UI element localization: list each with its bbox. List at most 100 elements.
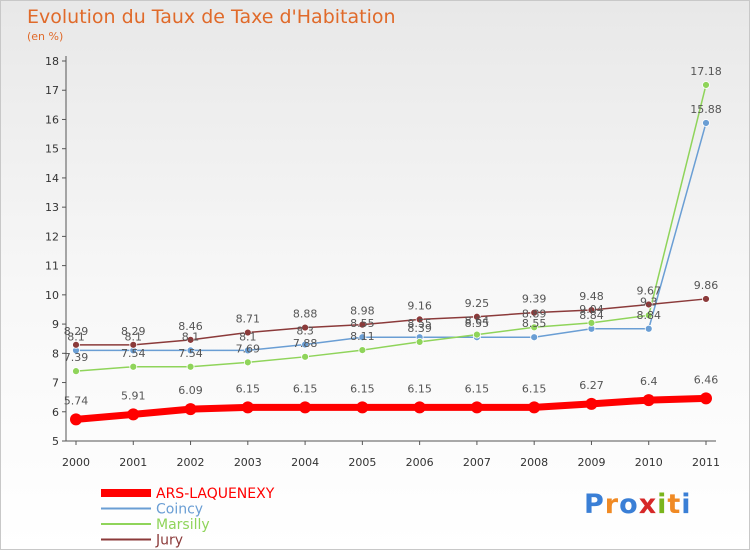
series-line-coincy [75, 122, 707, 352]
data-label: 7.69 [236, 342, 261, 355]
data-label: 8.29 [64, 325, 89, 338]
data-point [470, 401, 483, 414]
data-point [415, 315, 424, 324]
data-point [299, 401, 312, 414]
x-tick-label: 2010 [635, 456, 663, 469]
data-label: 7.54 [121, 347, 146, 360]
data-point [415, 338, 424, 346]
x-tick-label: 2002 [177, 456, 205, 469]
data-label: 8.46 [178, 320, 203, 333]
data-point [585, 397, 598, 410]
data-point [358, 333, 367, 342]
y-tick-label: 13 [45, 201, 59, 214]
data-label: 9.3 [640, 295, 658, 308]
data-label: 7.39 [64, 351, 89, 364]
x-tick-label: 2000 [62, 456, 90, 469]
data-point [700, 392, 712, 405]
data-point [644, 300, 653, 309]
data-label: 6.09 [178, 384, 203, 397]
x-tick-label: 2007 [463, 456, 491, 469]
data-point [530, 333, 539, 342]
data-point [528, 401, 541, 414]
data-label: 8.98 [350, 305, 375, 318]
data-label: 8.11 [350, 330, 375, 343]
data-label: 17.18 [690, 65, 722, 78]
data-point [184, 403, 197, 416]
x-tick-label: 2001 [119, 456, 147, 469]
y-tick-label: 10 [45, 289, 59, 302]
data-label: 8.84 [636, 309, 661, 322]
series-line-marsilly [75, 84, 707, 372]
data-label: 8.1 [67, 330, 85, 343]
y-tick-label: 17 [45, 84, 59, 97]
data-label: 8.88 [293, 308, 318, 321]
chart-title: Evolution du Taux de Taxe d'Habitation [27, 6, 396, 28]
data-point [358, 320, 367, 329]
y-tick-label: 18 [45, 55, 59, 68]
data-point [356, 401, 369, 414]
data-label: 6.15 [236, 382, 261, 395]
data-point [243, 328, 252, 337]
data-label: 6.15 [522, 382, 547, 395]
data-label: 8.1 [125, 330, 143, 343]
legend-label: ARS-LAQUENEXY [156, 486, 275, 502]
data-point [72, 367, 80, 376]
data-label: 6.15 [465, 382, 490, 395]
logo-letter: i [681, 489, 692, 520]
y-tick-label: 9 [52, 318, 59, 331]
data-label: 6.27 [579, 379, 604, 392]
data-point [243, 358, 252, 367]
x-tick-label: 2008 [520, 456, 548, 469]
y-tick-label: 8 [52, 347, 59, 360]
data-label: 6.15 [407, 382, 432, 395]
data-label: 9.67 [636, 284, 661, 297]
legend-label: Jury [155, 533, 183, 549]
data-point [129, 340, 138, 349]
data-label: 6.15 [293, 382, 318, 395]
logo-letter: P [584, 489, 605, 520]
y-tick-label: 12 [45, 230, 59, 243]
data-label: 8.1 [239, 330, 257, 343]
data-point [186, 335, 195, 344]
x-tick-label: 2009 [577, 456, 605, 469]
data-point [413, 401, 426, 414]
data-point [186, 346, 195, 355]
data-point [301, 323, 309, 332]
logo-letter: x [638, 489, 658, 520]
series-line-ars-laquenexy [72, 394, 710, 423]
y-tick-label: 6 [52, 406, 59, 419]
data-label: 8.3 [296, 325, 314, 338]
data-label: 5.91 [121, 389, 146, 402]
data-label: 8.29 [121, 325, 146, 338]
data-label: 6.4 [640, 375, 658, 388]
data-label: 8.64 [465, 315, 490, 328]
data-point [70, 413, 82, 426]
data-label: 8.89 [522, 307, 547, 320]
x-tick-label: 2011 [692, 456, 720, 469]
data-label: 9.39 [522, 293, 547, 306]
proxiti-logo: Proxiti [584, 489, 692, 520]
y-tick-label: 16 [45, 113, 59, 126]
data-label: 7.88 [293, 337, 318, 350]
data-label: 9.04 [579, 303, 604, 316]
data-label: 7.54 [178, 347, 203, 360]
x-tick-label: 2004 [291, 456, 319, 469]
data-label: 8.1 [182, 330, 200, 343]
data-point [473, 312, 481, 321]
data-label: 15.88 [690, 103, 722, 116]
y-tick-label: 15 [45, 143, 59, 156]
data-point [644, 311, 653, 320]
legend-label: Coincy [156, 502, 203, 518]
data-label: 8.55 [465, 317, 490, 330]
data-point [644, 324, 653, 333]
data-point [642, 394, 655, 407]
y-tick-label: 14 [45, 172, 59, 185]
chart-unit-label: (en %) [27, 30, 64, 43]
data-label: 9.16 [407, 299, 432, 312]
data-point [127, 408, 140, 421]
data-label: 6.15 [350, 382, 375, 395]
y-tick-label: 11 [45, 260, 59, 273]
logo-letter: i [657, 489, 668, 520]
